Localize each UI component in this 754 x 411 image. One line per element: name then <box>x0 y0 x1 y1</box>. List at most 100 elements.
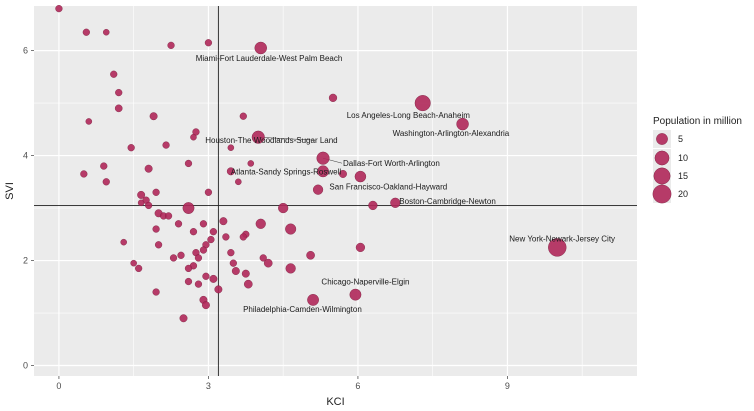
data-point <box>201 301 210 310</box>
data-point <box>127 144 135 152</box>
data-point <box>145 201 153 210</box>
data-point <box>243 279 253 289</box>
x-axis-title: KCI <box>326 396 344 408</box>
data-point <box>135 264 143 273</box>
point-label: Chicago-Naperville-Elgin <box>321 278 409 287</box>
data-point <box>177 251 185 259</box>
legend-label: 5 <box>678 134 683 144</box>
data-point <box>306 250 315 260</box>
data-point <box>189 228 198 236</box>
data-point <box>164 212 173 220</box>
data-point <box>241 269 250 278</box>
data-point <box>115 88 123 97</box>
data-point <box>184 277 193 286</box>
data-point <box>194 280 203 288</box>
data-point <box>85 118 93 125</box>
y-axis-title: SVI <box>4 182 16 200</box>
data-point <box>194 254 203 262</box>
data-point <box>190 133 197 141</box>
legend-key <box>653 167 671 185</box>
point-label: Washington-Arlington-Alexandria <box>393 129 510 138</box>
legend-key <box>656 133 668 145</box>
data-point <box>328 93 338 102</box>
legend-label: 15 <box>678 171 688 181</box>
data-point <box>339 169 347 178</box>
plot-panel <box>34 6 637 376</box>
data-points <box>55 5 567 323</box>
data-point <box>179 314 188 323</box>
reference-lines <box>34 6 637 376</box>
data-point <box>199 246 208 254</box>
data-point <box>149 112 158 121</box>
data-point <box>239 112 247 120</box>
data-point <box>368 200 378 211</box>
data-point <box>259 254 267 262</box>
point-label: Dallas-Fort Worth-Arlington <box>343 159 440 168</box>
data-point <box>137 190 146 199</box>
data-point <box>316 151 330 165</box>
point-label: Los Angeles-Long Beach-Anaheim <box>347 111 471 120</box>
data-point <box>162 141 170 149</box>
data-point <box>100 162 108 170</box>
data-point <box>103 28 110 36</box>
panel-background <box>34 6 637 376</box>
legend-label: 10 <box>678 153 688 163</box>
data-point <box>152 288 160 296</box>
data-point <box>317 165 329 178</box>
data-point <box>285 263 296 274</box>
y-tick-label: 6 <box>23 46 28 56</box>
data-point <box>55 5 63 13</box>
data-point <box>355 242 366 253</box>
data-point <box>199 220 208 228</box>
data-point <box>307 294 319 306</box>
data-point <box>312 184 324 195</box>
data-point <box>114 104 123 113</box>
data-point <box>202 272 210 280</box>
data-point <box>204 188 213 196</box>
data-point <box>456 117 469 131</box>
point-label: Houston-The Woodlands-Sugar Land <box>205 136 337 145</box>
data-point <box>239 233 247 241</box>
x-tick-label: 0 <box>56 381 61 391</box>
data-point <box>548 238 567 257</box>
legend-key <box>652 184 672 204</box>
data-point <box>263 258 273 268</box>
data-point <box>251 130 265 144</box>
data-point <box>222 233 230 241</box>
data-point <box>390 197 401 208</box>
data-point <box>207 235 215 244</box>
data-point <box>226 167 235 176</box>
data-point <box>414 95 431 112</box>
data-point <box>247 160 255 167</box>
x-tick-label: 9 <box>505 381 510 391</box>
data-point <box>214 285 223 294</box>
data-point <box>349 288 362 301</box>
data-point <box>229 259 237 267</box>
y-tick-label: 4 <box>23 151 28 161</box>
data-point <box>182 202 195 214</box>
label-leader-line <box>258 136 316 141</box>
data-point <box>120 238 127 246</box>
data-point <box>209 274 218 283</box>
legend: Population in million 5 10 15 20 <box>652 116 742 204</box>
data-point <box>278 202 289 214</box>
data-point <box>254 41 267 55</box>
legend-title: Population in million <box>653 116 742 127</box>
axis-ticks: 0 3 6 9 0 2 4 6 <box>23 46 510 391</box>
data-point <box>255 218 266 229</box>
data-point <box>227 249 235 257</box>
data-point <box>285 223 297 235</box>
data-point <box>227 144 235 151</box>
data-point <box>144 164 153 173</box>
data-point <box>80 170 88 178</box>
point-label: San Francisco-Oakland-Hayward <box>329 183 447 192</box>
x-tick-label: 3 <box>206 381 211 391</box>
grid-lines <box>34 6 637 376</box>
data-point <box>231 267 240 275</box>
data-point <box>82 28 90 36</box>
data-point <box>130 259 137 267</box>
data-point <box>102 178 110 186</box>
x-tick-label: 6 <box>355 381 360 391</box>
y-tick-label: 0 <box>23 361 28 371</box>
